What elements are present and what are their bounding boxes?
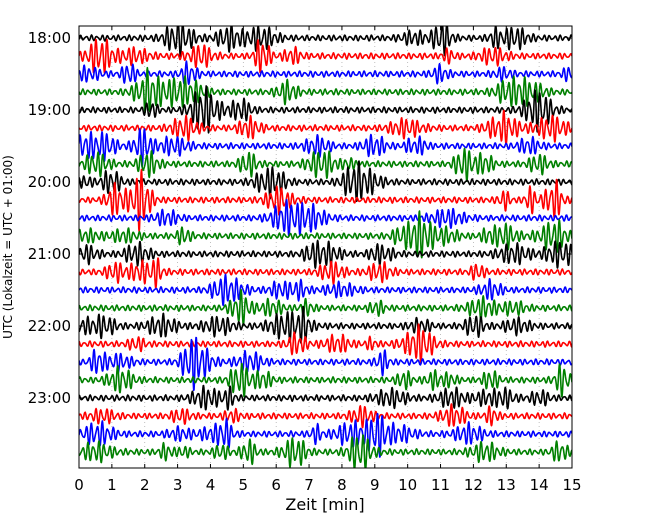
y-tick-label: 20:00 [28,173,71,191]
plot-frame [78,25,573,469]
x-tick-label: 3 [173,476,183,494]
x-tick-label: 11 [431,476,450,494]
trace-10 [79,168,572,233]
trace-14 [79,257,572,290]
trace-5 [79,85,572,134]
trace-21 [79,384,572,411]
trace-8 [79,147,572,183]
x-tick-label: 10 [398,476,417,494]
trace-24 [79,434,572,468]
seismogram-traces [79,26,572,468]
trace-20 [79,362,572,398]
x-tick-label: 12 [464,476,483,494]
y-tick-label: 18:00 [28,29,71,47]
trace-15 [79,273,572,307]
trace-3 [79,60,572,86]
x-tick-label: 5 [239,476,249,494]
trace-12 [79,210,572,259]
trace-2 [79,38,572,75]
x-axis: 0 1 2 3 4 5 6 7 8 9 10 11 12 13 14 15 [74,26,582,494]
y-tick-label: 22:00 [28,317,71,335]
x-tick-label: 6 [271,476,281,494]
trace-4 [79,66,572,114]
x-tick-label: 9 [370,476,380,494]
x-tick-label: 7 [304,476,314,494]
trace-11 [79,198,572,237]
x-tick-label: 8 [337,476,347,494]
y-tick-label: 23:00 [28,389,71,407]
trace-18 [79,323,572,365]
trace-1 [79,26,572,58]
trace-22 [79,403,572,429]
trace-19 [79,336,572,392]
trace-13 [79,239,572,269]
x-tick-label: 1 [107,476,117,494]
trace-23 [79,412,572,458]
y-tick-label: 19:00 [28,101,71,119]
trace-17 [79,305,572,344]
trace-7 [79,128,572,168]
x-tick-label: 2 [140,476,150,494]
x-tick-label: 13 [497,476,516,494]
x-axis-label: Zeit [min] [285,495,364,514]
y-tick-label: 21:00 [28,245,71,263]
x-tick-label: 4 [206,476,216,494]
trace-16 [79,288,572,327]
trace-9 [79,160,572,203]
y-axis: 18:00 19:00 20:00 21:00 22:00 23:00 [28,29,572,407]
trace-6 [79,109,572,146]
x-tick-label: 0 [74,476,84,494]
y-axis-label: UTC (Lokalzeit = UTC + 01:00) [1,155,15,339]
x-tick-label: 14 [530,476,549,494]
x-tick-label: 15 [562,476,581,494]
